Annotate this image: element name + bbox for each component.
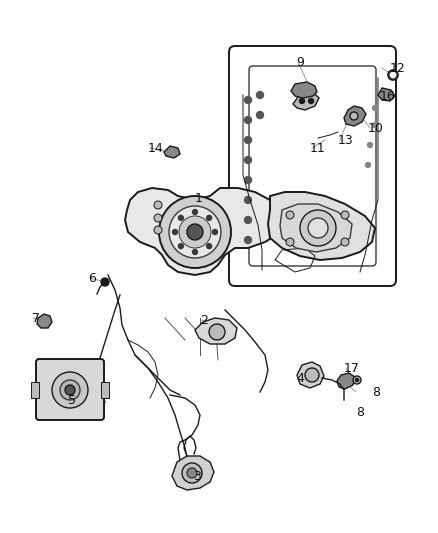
Text: 17: 17: [344, 361, 360, 375]
Polygon shape: [195, 318, 237, 344]
Text: 4: 4: [296, 372, 304, 384]
Polygon shape: [291, 82, 317, 98]
Circle shape: [154, 201, 162, 209]
Text: 13: 13: [338, 133, 354, 147]
Circle shape: [388, 70, 398, 80]
Circle shape: [244, 197, 251, 204]
Polygon shape: [125, 188, 282, 275]
Circle shape: [207, 215, 212, 220]
Text: 8: 8: [356, 406, 364, 418]
Circle shape: [300, 99, 304, 103]
Polygon shape: [293, 92, 319, 110]
Circle shape: [178, 215, 184, 220]
Text: 8: 8: [372, 385, 380, 399]
Polygon shape: [37, 314, 52, 328]
Polygon shape: [337, 373, 355, 389]
Circle shape: [178, 244, 184, 248]
Text: 12: 12: [390, 61, 406, 75]
Polygon shape: [297, 362, 324, 388]
Polygon shape: [268, 192, 375, 260]
Text: 11: 11: [310, 141, 326, 155]
Circle shape: [300, 210, 336, 246]
Circle shape: [212, 230, 218, 235]
Circle shape: [244, 136, 251, 143]
Circle shape: [60, 380, 80, 400]
Circle shape: [173, 230, 177, 235]
Text: 10: 10: [368, 122, 384, 134]
Polygon shape: [172, 456, 214, 490]
Circle shape: [244, 157, 251, 164]
Circle shape: [372, 106, 378, 110]
Circle shape: [308, 218, 328, 238]
Circle shape: [305, 368, 319, 382]
Bar: [101, 382, 109, 398]
Circle shape: [367, 142, 372, 148]
Text: 6: 6: [88, 271, 96, 285]
Circle shape: [356, 378, 358, 382]
Text: 2: 2: [200, 313, 208, 327]
Circle shape: [244, 176, 251, 183]
Text: 1: 1: [195, 191, 203, 205]
Circle shape: [308, 99, 314, 103]
Circle shape: [187, 468, 197, 478]
Text: 9: 9: [296, 55, 304, 69]
Circle shape: [182, 463, 202, 483]
Circle shape: [101, 278, 109, 286]
Text: 5: 5: [68, 393, 76, 407]
Circle shape: [154, 214, 162, 222]
FancyBboxPatch shape: [36, 359, 104, 420]
Polygon shape: [280, 204, 352, 252]
Circle shape: [341, 238, 349, 246]
Circle shape: [372, 123, 378, 127]
Polygon shape: [344, 106, 366, 126]
Polygon shape: [164, 146, 180, 158]
Circle shape: [154, 226, 162, 234]
Circle shape: [391, 72, 396, 77]
Circle shape: [350, 112, 358, 120]
Circle shape: [209, 324, 225, 340]
Circle shape: [207, 244, 212, 248]
Circle shape: [286, 211, 294, 219]
Circle shape: [341, 211, 349, 219]
Circle shape: [353, 376, 361, 384]
Circle shape: [159, 196, 231, 268]
Circle shape: [244, 216, 251, 223]
Circle shape: [52, 372, 88, 408]
Text: 16: 16: [380, 90, 396, 102]
Circle shape: [65, 385, 75, 395]
Text: 7: 7: [32, 311, 40, 325]
Text: 3: 3: [193, 470, 201, 482]
Circle shape: [365, 163, 371, 167]
Circle shape: [187, 224, 203, 240]
Circle shape: [192, 209, 198, 214]
Circle shape: [244, 96, 251, 103]
Circle shape: [257, 92, 264, 99]
Bar: [31, 382, 39, 398]
Circle shape: [192, 249, 198, 254]
Circle shape: [179, 216, 211, 248]
Circle shape: [244, 237, 251, 244]
Polygon shape: [378, 88, 395, 101]
Circle shape: [257, 111, 264, 118]
Text: 14: 14: [148, 141, 164, 155]
Circle shape: [169, 206, 221, 258]
Circle shape: [244, 117, 251, 124]
Circle shape: [286, 238, 294, 246]
